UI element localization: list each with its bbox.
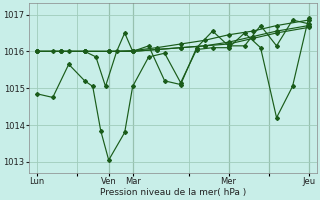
X-axis label: Pression niveau de la mer( hPa ): Pression niveau de la mer( hPa ): [100, 188, 246, 197]
